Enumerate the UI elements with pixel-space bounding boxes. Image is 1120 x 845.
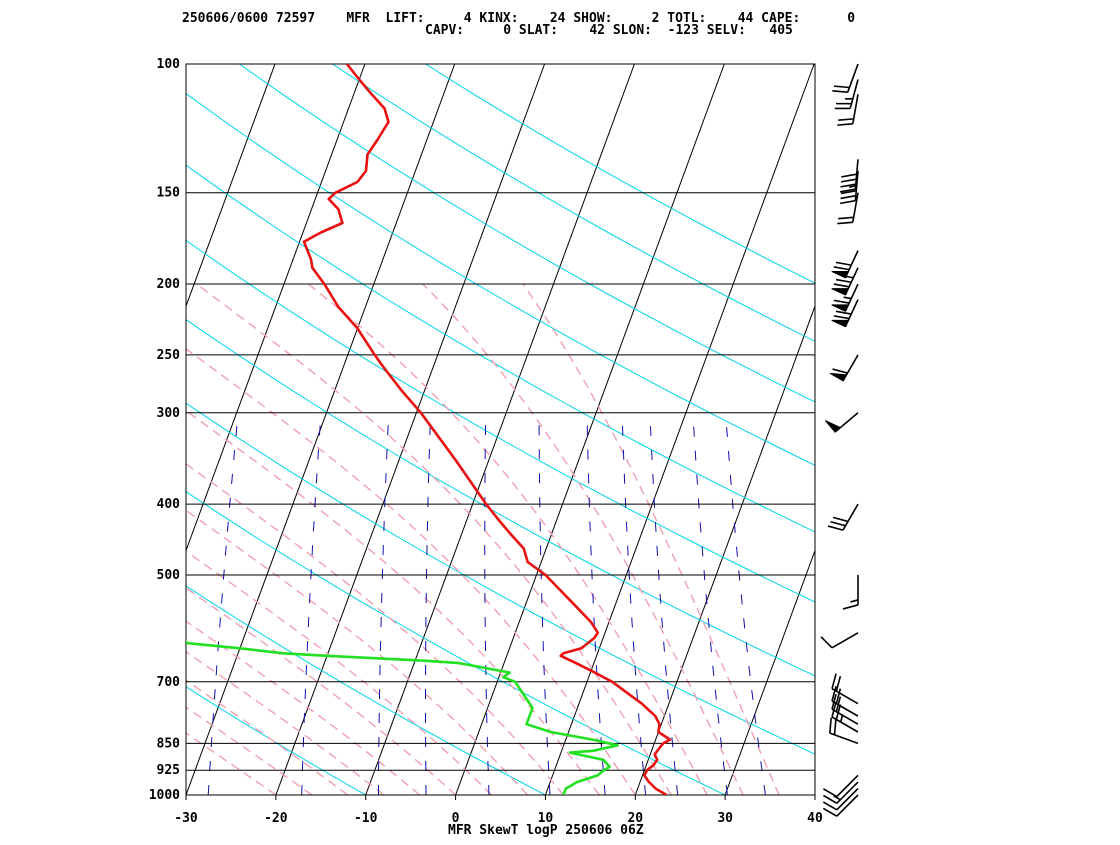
pressure-tick-label: 1000 — [149, 788, 180, 803]
mixing-ratio-line — [302, 413, 321, 795]
wind-barb — [830, 355, 858, 381]
moist-adiabat-line — [0, 284, 276, 795]
temperature-tick-label: 40 — [807, 811, 823, 826]
wind-barb — [828, 504, 858, 530]
isotherm-line — [276, 64, 545, 795]
dry-adiabat-line — [146, 64, 1120, 795]
pressure-tick-label: 700 — [157, 675, 181, 690]
header-line-2: CAPV: 0 SLAT: 42 SLON: -123 SELV: 405 — [425, 23, 793, 38]
mixing-ratio-line — [693, 413, 728, 795]
wind-barb — [843, 575, 858, 609]
isotherm-line — [456, 64, 725, 795]
isotherm-line — [635, 64, 904, 795]
pressure-tick-label: 150 — [157, 186, 181, 201]
isotherm-line — [545, 64, 814, 795]
wind-barb — [825, 413, 858, 432]
chart-title: MFR SkewT logP 250606 06Z — [448, 823, 644, 838]
pressure-tick-label: 400 — [157, 497, 181, 512]
pressure-tick-label: 500 — [157, 568, 181, 583]
dry-adiabat-line — [332, 64, 1120, 795]
wind-barb — [832, 64, 858, 92]
isotherm-line — [0, 64, 5, 795]
moist-adiabat-line — [0, 284, 384, 795]
isotherm-line — [725, 64, 994, 795]
dry-adiabat-line — [53, 64, 1120, 795]
isotherm-line — [0, 64, 95, 795]
dry-adiabat-line — [0, 64, 366, 795]
mixing-ratio-line — [726, 413, 766, 795]
wind-barb — [835, 79, 858, 108]
temperature-tick-label: -20 — [264, 811, 288, 826]
dewpoint-profile-line — [0, 64, 618, 795]
pressure-tick-label: 850 — [157, 736, 181, 751]
pressure-tick-label: 250 — [157, 348, 181, 363]
mixing-ratio-line — [539, 413, 550, 795]
moist-adiabat-line — [523, 284, 779, 795]
pressure-tick-label: 300 — [157, 406, 181, 421]
wind-barb — [832, 251, 858, 278]
dry-adiabat-line — [0, 64, 545, 795]
temperature-profile-line — [304, 64, 670, 795]
mixing-ratio-line — [208, 413, 238, 795]
moist-adiabat-line — [0, 284, 527, 795]
mixing-ratio-line — [587, 413, 605, 795]
mixing-ratio-line — [650, 413, 678, 795]
sounding-profiles — [0, 64, 670, 795]
temperature-tick-label: -10 — [354, 811, 378, 826]
mixing-ratio-line — [622, 413, 646, 795]
moist-adiabat-line — [18, 284, 599, 795]
pressure-tick-label: 100 — [157, 57, 181, 72]
isotherm-line — [366, 64, 635, 795]
isotherm-line — [96, 64, 365, 795]
moist-adiabat-line — [0, 284, 491, 795]
temperature-tick-label: 30 — [717, 811, 733, 826]
pressure-tick-label: 200 — [157, 277, 181, 292]
dry-adiabat-line — [426, 64, 1120, 795]
wind-barbs — [821, 64, 858, 816]
wind-barb — [821, 633, 858, 648]
temperature-tick-label: -30 — [174, 811, 198, 826]
wind-barb — [832, 300, 858, 327]
pressure-tick-label: 925 — [157, 763, 180, 778]
